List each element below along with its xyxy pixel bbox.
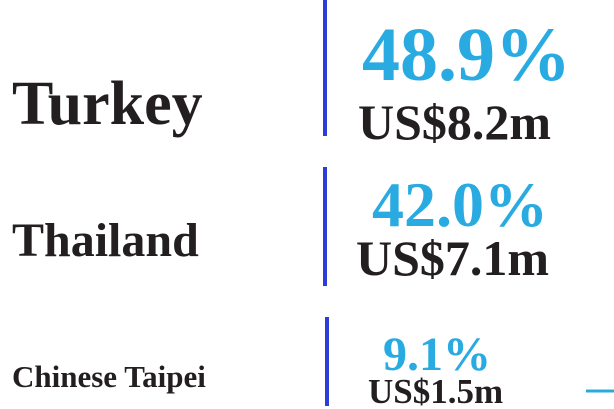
- amount: US$8.2m: [358, 94, 551, 150]
- percent: 48.9%: [362, 13, 571, 97]
- amount: US$7.1m: [356, 230, 549, 286]
- country-name: Chinese Taipei: [12, 359, 206, 394]
- country-name: Turkey: [12, 70, 203, 138]
- percent: 9.1%: [383, 328, 491, 381]
- country-name: Thailand: [12, 214, 199, 267]
- amount: US$1.5m: [368, 372, 503, 409]
- percent: 42.0%: [372, 169, 548, 240]
